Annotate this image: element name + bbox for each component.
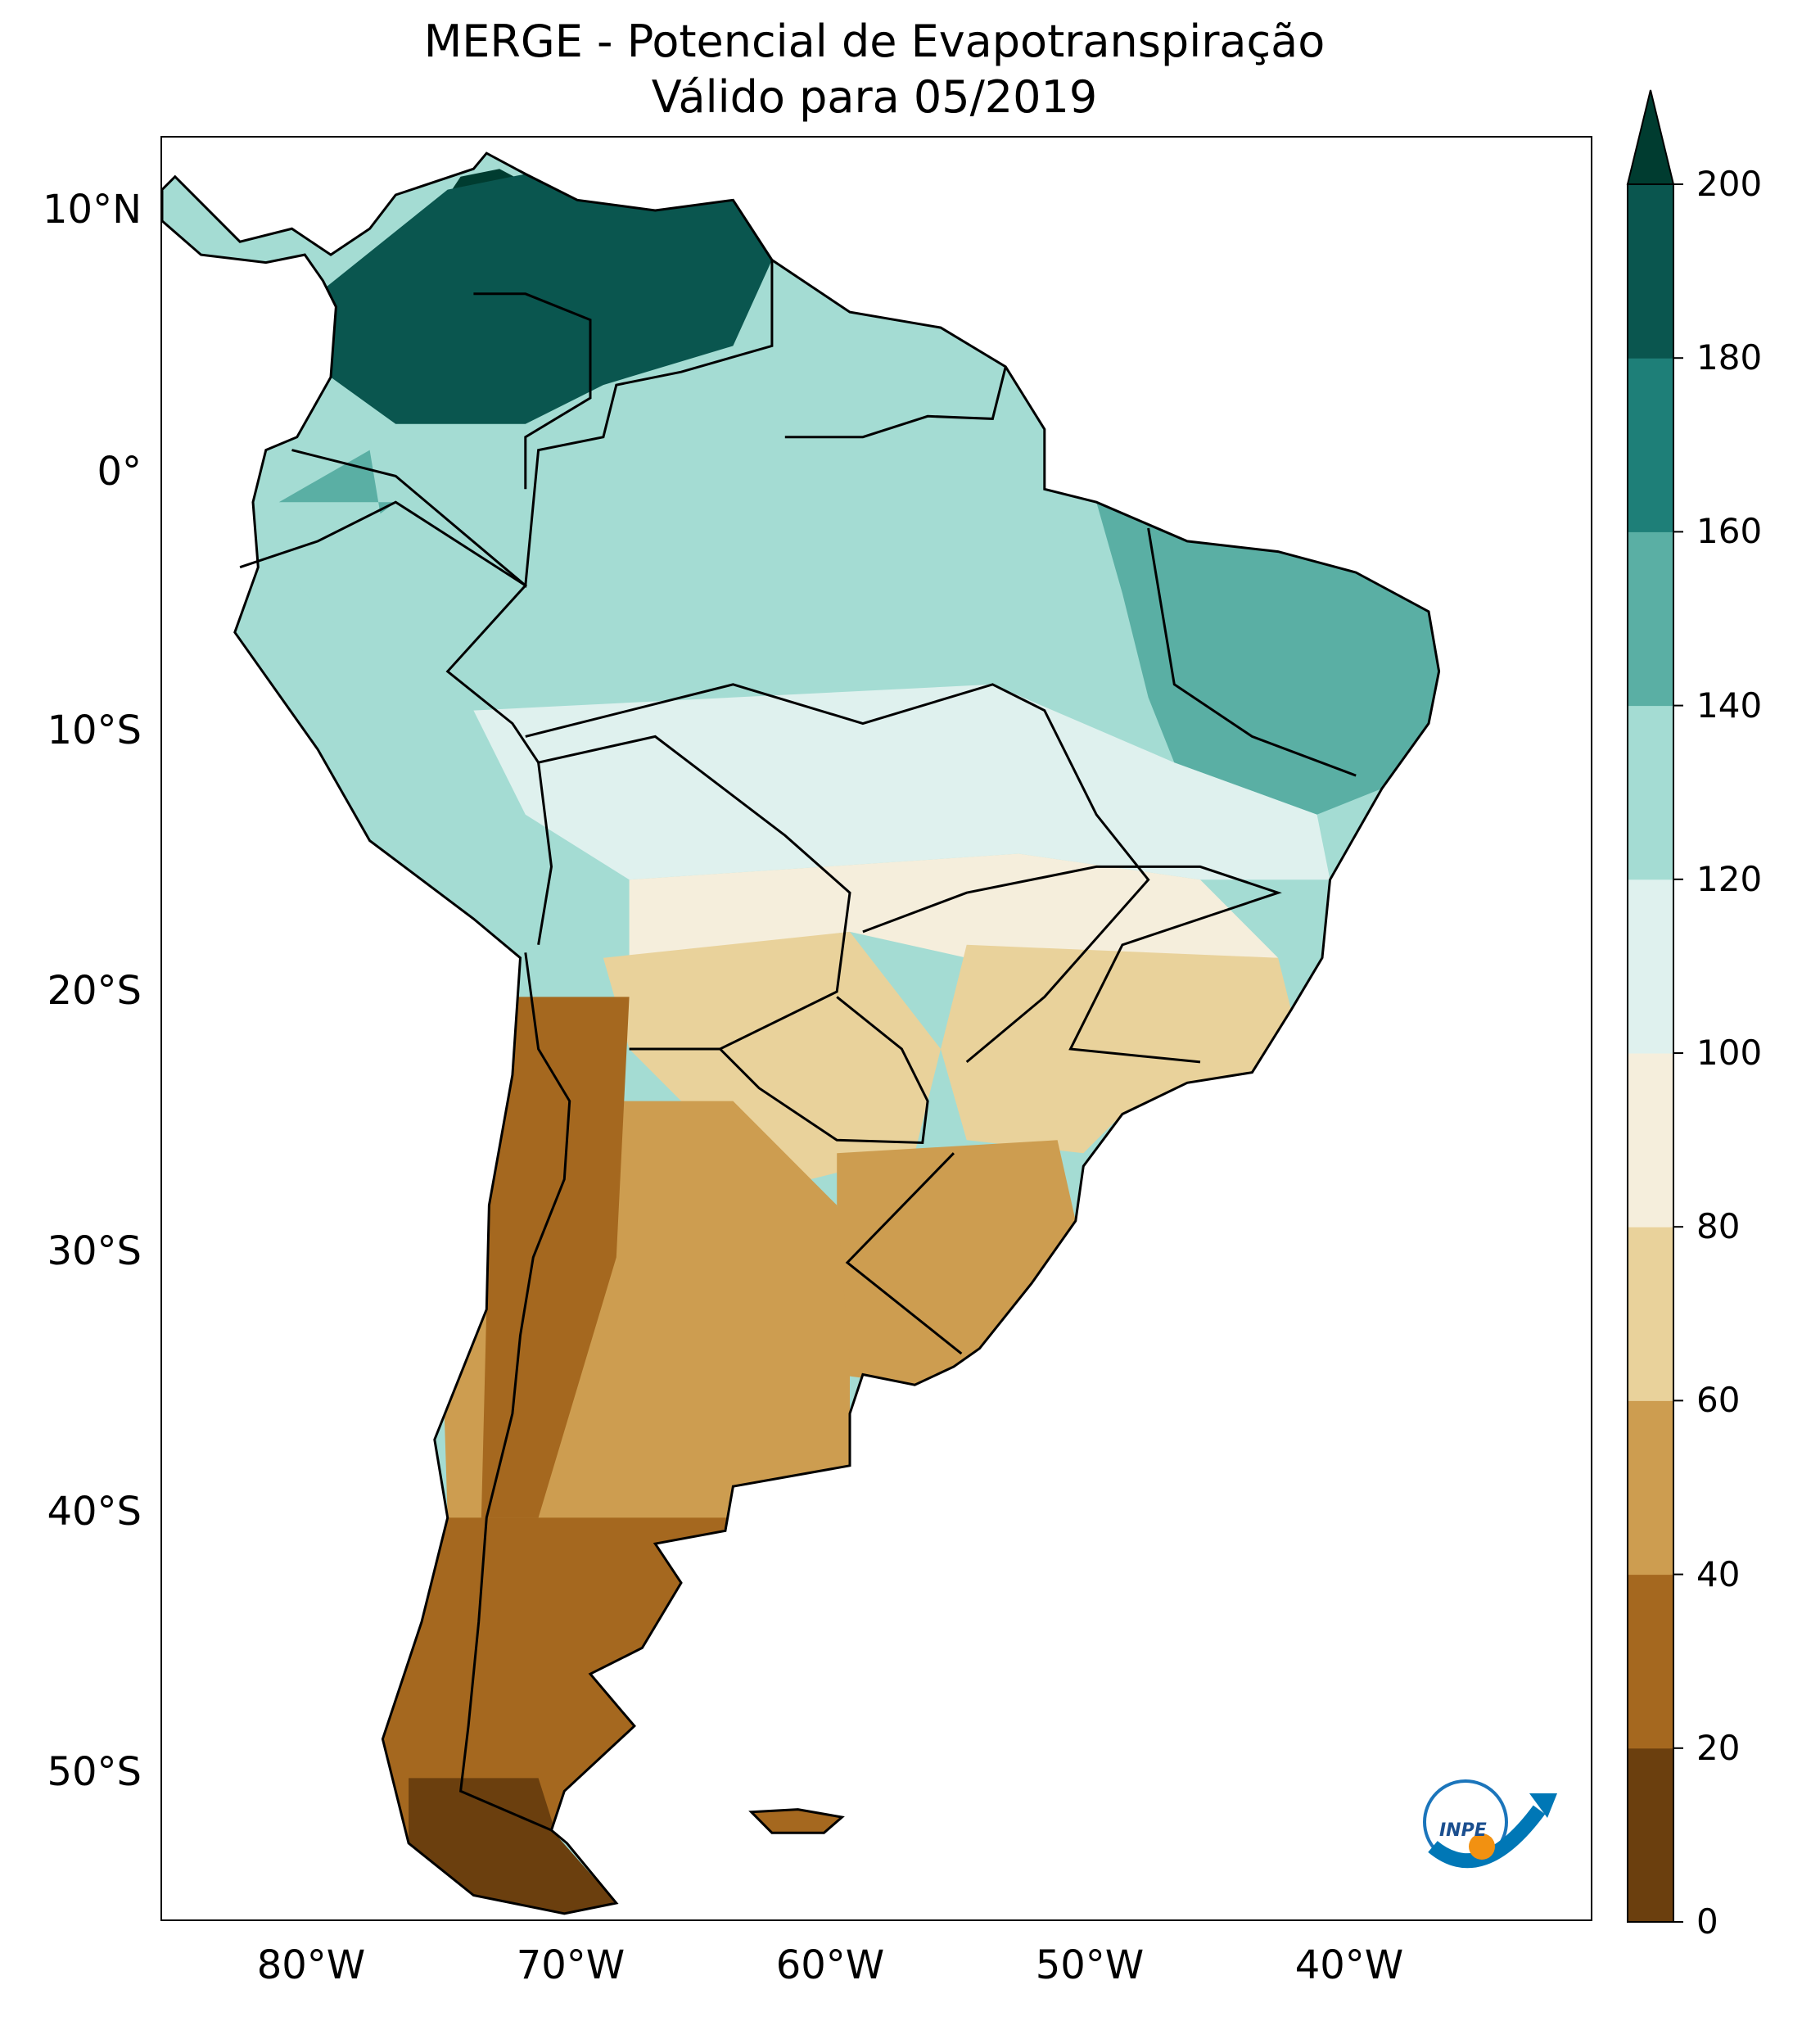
country-border [525, 683, 1150, 1064]
country-border [845, 1152, 963, 1355]
lat-label-50S: 50°S [47, 1749, 142, 1795]
colorbar-tick-label: 200 [1696, 164, 1763, 204]
colorbar-cell [1628, 879, 1673, 1054]
country-border [719, 996, 929, 1145]
colorbar [1626, 89, 1683, 1923]
colorbar-cell [1628, 1053, 1673, 1227]
colorbar-cell [1628, 1227, 1673, 1401]
zone-south-brazil-uruguay [837, 1140, 1076, 1386]
zone-paraguay-chaco [603, 931, 941, 1179]
colorbar-tick-label: 160 [1696, 511, 1763, 552]
inpe-logo: INPE [1423, 1779, 1557, 1869]
colorbar-cell [1628, 184, 1673, 359]
colorbar-cell [1628, 1747, 1673, 1923]
colorbar-tick-label: 80 [1696, 1206, 1741, 1247]
coastline [162, 151, 1441, 1915]
map-title: MERGE - Potencial de Evapotranspiração [423, 16, 1325, 67]
lon-label-80W: 80°W [256, 1942, 366, 1988]
colorbar-tick-label: 120 [1696, 858, 1763, 899]
lat-label-20S: 20°S [47, 968, 142, 1014]
colorbar-tick-label: 180 [1696, 337, 1763, 378]
colorbar-tick-label: 20 [1696, 1727, 1741, 1768]
country-border [291, 260, 774, 588]
country-border [536, 735, 851, 1051]
zone-mato-grosso-south [629, 853, 1279, 958]
country-border [458, 952, 571, 1832]
lon-label-60W: 60°W [775, 1942, 885, 1988]
colorbar-tick-label: 100 [1696, 1033, 1763, 1073]
country-borders [162, 151, 1441, 1915]
lat-label-10N: 10°N [43, 187, 142, 233]
colorbar-tick-label: 40 [1696, 1553, 1741, 1594]
country-border [1147, 527, 1357, 777]
colorbar-cell [1628, 1400, 1673, 1576]
lat-label-10S: 10°S [47, 708, 142, 753]
colorbar-cell [1628, 705, 1673, 880]
lon-label-50W: 50°W [1035, 1942, 1145, 1988]
zone-northern-colombia-venezuela [318, 174, 772, 424]
lat-label-0: 0° [97, 449, 142, 495]
zone-amazon-central [291, 502, 1149, 711]
lat-label-40S: 40°S [47, 1489, 142, 1535]
lon-label-40W: 40°W [1294, 1942, 1404, 1988]
colorbar-tick-label: 60 [1696, 1380, 1741, 1421]
logo-text: INPE [1439, 1820, 1487, 1841]
evapotranspiration-fill [162, 153, 1439, 1914]
zone-andes-central [481, 997, 630, 1518]
lon-label-70W: 70°W [516, 1942, 625, 1988]
zone-northeast-brazil [1096, 502, 1439, 815]
colorbar-cell [1628, 358, 1673, 532]
zone-patagonia [382, 1517, 734, 1843]
country-border [862, 865, 1282, 1064]
country-border [784, 366, 1007, 439]
colorbar-cell [1628, 1574, 1673, 1749]
country-border [473, 292, 592, 490]
lat-label-30S: 30°S [47, 1228, 142, 1274]
colorbar-tick-label: 0 [1696, 1901, 1718, 1942]
zone-southeast-brazil [941, 944, 1291, 1154]
zone-tierra-del-fuego [409, 1778, 616, 1914]
zone-central-brazil [473, 684, 1330, 880]
colorbar-extend-arrow [1626, 89, 1675, 185]
colorbar-cell [1628, 531, 1673, 707]
colorbar-tick-label: 140 [1696, 685, 1763, 726]
falkland-islands [748, 1808, 845, 1834]
map-subtitle: Válido para 05/2019 [651, 71, 1098, 123]
map-plot [162, 151, 1441, 1915]
map-frame [160, 136, 1592, 1921]
